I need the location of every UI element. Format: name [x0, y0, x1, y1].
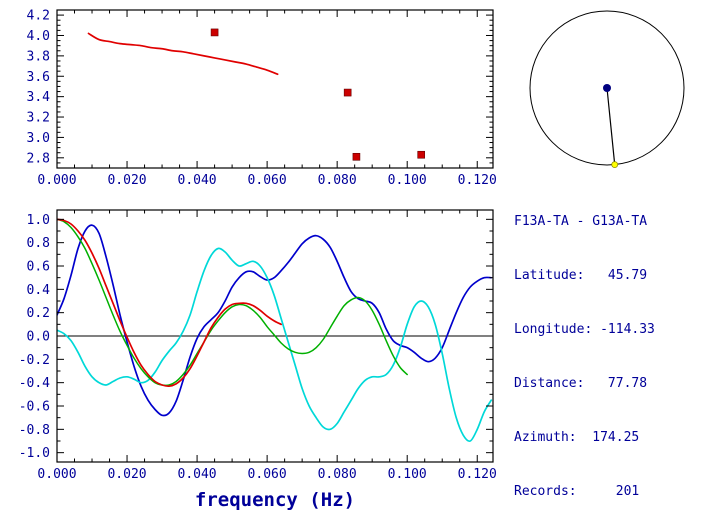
- dispersion-tick-labels: 0.000 0.020 0.040 0.060 0.080 0.100 0.120 2.8 3.…: [27, 9, 497, 188]
- svg-text:-0.6: -0.6: [19, 400, 50, 415]
- svg-text:0.080: 0.080: [318, 467, 357, 482]
- svg-text:4.2: 4.2: [27, 9, 50, 24]
- svg-text:-0.4: -0.4: [19, 376, 50, 391]
- svg-text:0.000: 0.000: [37, 467, 76, 482]
- series-coherence-green: [57, 218, 408, 387]
- azimuth-line: Azimuth: 174.25: [514, 430, 640, 445]
- svg-text:4.0: 4.0: [27, 29, 50, 44]
- svg-text:0.020: 0.020: [107, 173, 146, 188]
- svg-text:0.060: 0.060: [248, 173, 287, 188]
- svg-text:0.080: 0.080: [318, 173, 357, 188]
- azimuth-compass: [529, 10, 685, 168]
- svg-text:3.8: 3.8: [27, 49, 50, 64]
- dispersion-panel: 0.000 0.020 0.040 0.060 0.080 0.100 0.120 2.8 3.…: [27, 9, 497, 188]
- svg-text:0.8: 0.8: [27, 236, 50, 251]
- distance-line: Distance: 77.78: [514, 376, 648, 391]
- svg-text:0.2: 0.2: [27, 306, 50, 321]
- coherence-tick-labels: 0.000 0.020 0.040 0.060 0.080 0.100 0.120 1.0 0.…: [19, 213, 497, 482]
- dispersion-ticks: [56, 10, 493, 168]
- station-info-block: F13A-TA - G13A-TA Latitude: 45.79 Longit…: [514, 177, 655, 519]
- series-coherence-cyan: [57, 247, 493, 443]
- station-center-dot: [603, 84, 611, 92]
- longitude-line: Longitude: -114.33: [514, 322, 655, 337]
- svg-text:0.060: 0.060: [248, 467, 287, 482]
- svg-text:0.4: 0.4: [27, 283, 51, 298]
- coherence-ticks: [56, 210, 493, 462]
- svg-text:0.120: 0.120: [458, 173, 497, 188]
- svg-text:0.0: 0.0: [27, 330, 50, 345]
- svg-text:-0.2: -0.2: [19, 353, 50, 368]
- svg-text:0.020: 0.020: [107, 467, 146, 482]
- station-pair-title: F13A-TA - G13A-TA: [514, 214, 648, 229]
- svg-text:0.6: 0.6: [27, 260, 50, 275]
- svg-text:0.040: 0.040: [178, 467, 217, 482]
- station-end-dot: [611, 161, 619, 168]
- coherence-series: [57, 218, 493, 443]
- series-coherence-red: [57, 218, 282, 388]
- svg-text:0.040: 0.040: [178, 173, 217, 188]
- x-axis-title: frequency (Hz): [195, 489, 355, 511]
- series-phase-velocity-dispersion: [87, 32, 279, 76]
- svg-text:0.100: 0.100: [388, 467, 427, 482]
- svg-text:0.100: 0.100: [388, 173, 427, 188]
- picked-points: [210, 28, 426, 161]
- svg-text:-0.8: -0.8: [19, 423, 50, 438]
- dispersion-series: [87, 32, 279, 76]
- svg-text:2.8: 2.8: [27, 151, 50, 166]
- dispersion-frame: [56, 9, 494, 169]
- svg-text:3.0: 3.0: [27, 131, 50, 146]
- svg-text:-1.0: -1.0: [19, 446, 50, 461]
- svg-text:0.120: 0.120: [458, 467, 497, 482]
- records-line: Records: 201: [514, 484, 640, 499]
- svg-text:3.6: 3.6: [27, 70, 50, 85]
- svg-text:3.4: 3.4: [27, 90, 51, 105]
- coherence-panel: 0.000 0.020 0.040 0.060 0.080 0.100 0.120 1.0 0.…: [19, 209, 497, 511]
- svg-text:0.000: 0.000: [37, 173, 76, 188]
- latitude-line: Latitude: 45.79: [514, 268, 648, 283]
- compass-circle: [529, 10, 685, 166]
- azimuth-line: [606, 87, 616, 165]
- svg-text:1.0: 1.0: [27, 213, 50, 228]
- svg-text:3.2: 3.2: [27, 111, 50, 126]
